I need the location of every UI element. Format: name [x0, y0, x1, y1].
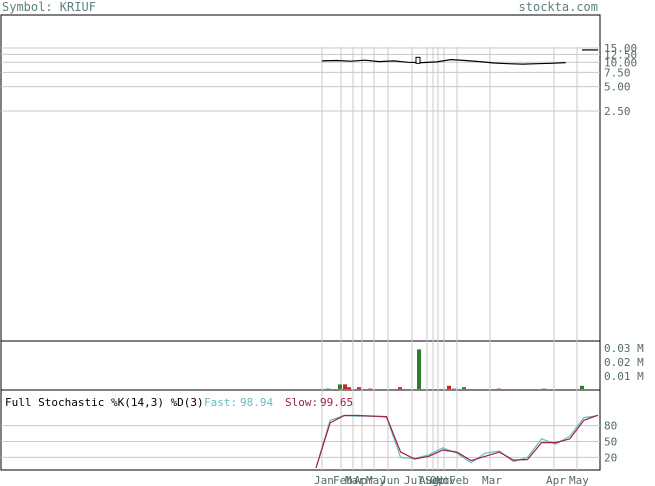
- date-tick-label: May: [366, 474, 386, 486]
- stochastic-axis: 80 50 20: [1, 420, 617, 464]
- stochastic-panel-frame: [0, 389, 601, 471]
- stochastic-lines: [315, 414, 599, 469]
- site-label[interactable]: stockta.com: [518, 0, 598, 14]
- volume-bar: [347, 387, 351, 389]
- price-candle: [415, 56, 421, 64]
- date-tick-label: Aug: [419, 474, 439, 486]
- volume-axis: 0.03 M0.02 M0.01 M: [604, 342, 644, 383]
- date-tick-label: Jun: [380, 474, 400, 486]
- volume-bar: [357, 387, 361, 389]
- date-tick-label: Apr: [354, 474, 374, 486]
- volume-tick-label: 0.02 M: [604, 356, 644, 369]
- volume-panel-frame: [0, 340, 601, 391]
- volume-bar: [338, 384, 342, 389]
- date-tick-label: Jan: [314, 474, 334, 486]
- date-tick-label: Feb: [333, 474, 353, 486]
- volume-bar: [343, 384, 347, 389]
- price-tick-label: 15.00: [604, 42, 637, 55]
- volume-bar: [417, 349, 421, 389]
- volume-tick-label: 0.03 M: [604, 342, 644, 355]
- slow-line: [315, 414, 599, 469]
- volume-bar: [462, 387, 466, 389]
- fast-value: 98.94: [240, 396, 273, 409]
- date-tick-label: Sep: [425, 474, 445, 486]
- volume-tick-label: 0.01 M: [604, 370, 644, 383]
- price-tick-label: 10.00: [604, 56, 637, 69]
- stochastic-tick-label: 50: [604, 436, 617, 449]
- price-line: [321, 58, 566, 65]
- volume-bar: [398, 387, 402, 389]
- date-tick-label: Oct: [430, 474, 450, 486]
- volume-bar: [580, 385, 584, 389]
- date-tick-label: Feb: [449, 474, 469, 486]
- stochastic-tick-label: 20: [604, 451, 617, 464]
- price-tick-label: 7.50: [604, 66, 631, 79]
- price-tick-label: 2.50: [604, 105, 631, 118]
- slow-value: 99.65: [320, 396, 353, 409]
- price-series: [321, 49, 598, 65]
- grid-lines: [1, 47, 600, 470]
- price-tick-label: 5.00: [604, 81, 631, 94]
- date-tick-label: Mar: [345, 474, 365, 486]
- fast-label: Fast:: [204, 396, 237, 409]
- date-tick-label: Jul: [404, 474, 424, 486]
- volume-bars: [326, 349, 584, 389]
- symbol-label: Symbol: KRIUF: [2, 0, 96, 14]
- volume-bar: [447, 385, 451, 389]
- stochastic-tick-label: 80: [604, 420, 617, 433]
- date-tick-label: Mar: [482, 474, 502, 486]
- date-tick-label: May: [569, 474, 589, 486]
- date-tick-label: Nov: [436, 474, 456, 486]
- price-tick-label: 12.50: [604, 48, 637, 61]
- slow-label: Slow:: [285, 396, 318, 409]
- date-tick-label: Apr: [546, 474, 566, 486]
- stochastic-title: Full Stochastic %K(14,3) %D(3): [5, 396, 204, 409]
